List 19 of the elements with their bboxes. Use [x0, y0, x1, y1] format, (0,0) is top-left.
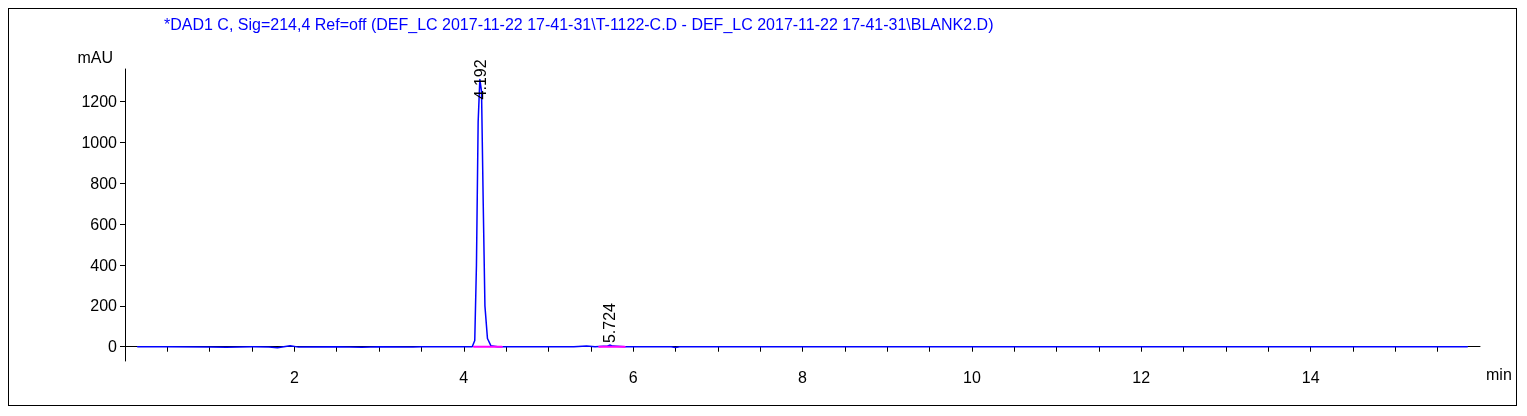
y-tick-label: 400 — [90, 256, 118, 274]
x-tick-label: 14 — [1301, 368, 1320, 386]
annotation: 4.192 — [471, 59, 489, 100]
x-tick-label: 10 — [962, 368, 981, 386]
y-tick-label: 1200 — [81, 93, 118, 111]
y-tick-label: 0 — [108, 338, 118, 356]
x-axis-title: min — [1486, 366, 1512, 384]
x-tick-label: 6 — [628, 368, 638, 386]
y-tick-label: 1000 — [81, 134, 118, 152]
annotation: 5.724 — [601, 302, 619, 344]
y-axis-title: mAU — [77, 48, 113, 66]
y-tick-label: 200 — [90, 297, 118, 315]
y-tick-label: 800 — [90, 174, 118, 192]
chart-title: *DAD1 C, Sig=214,4 Ref=off (DEF_LC 2017-11-22 17-41-31\T-1122-C.D - DEF_LC 2017-11-22 17-41-31\BLANK2.D) — [164, 15, 994, 34]
y-tick-label: 600 — [90, 215, 118, 233]
x-tick-label: 2 — [289, 368, 299, 386]
x-tick-label: 4 — [459, 368, 469, 386]
x-tick-label: 12 — [1132, 368, 1151, 386]
x-tick-label: 8 — [798, 368, 808, 386]
